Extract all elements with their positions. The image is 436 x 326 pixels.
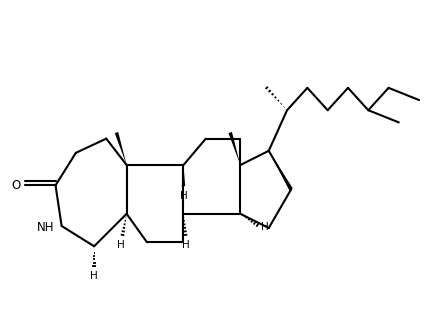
Text: H: H (90, 271, 98, 281)
Polygon shape (115, 132, 126, 165)
Text: NH: NH (37, 221, 54, 234)
Polygon shape (240, 151, 269, 165)
Polygon shape (182, 165, 185, 186)
Text: O: O (11, 179, 20, 192)
Text: H: H (117, 240, 124, 250)
Polygon shape (228, 132, 240, 165)
Text: H: H (262, 222, 269, 232)
Text: H: H (182, 240, 189, 250)
Text: H: H (180, 191, 187, 201)
Polygon shape (269, 151, 293, 190)
